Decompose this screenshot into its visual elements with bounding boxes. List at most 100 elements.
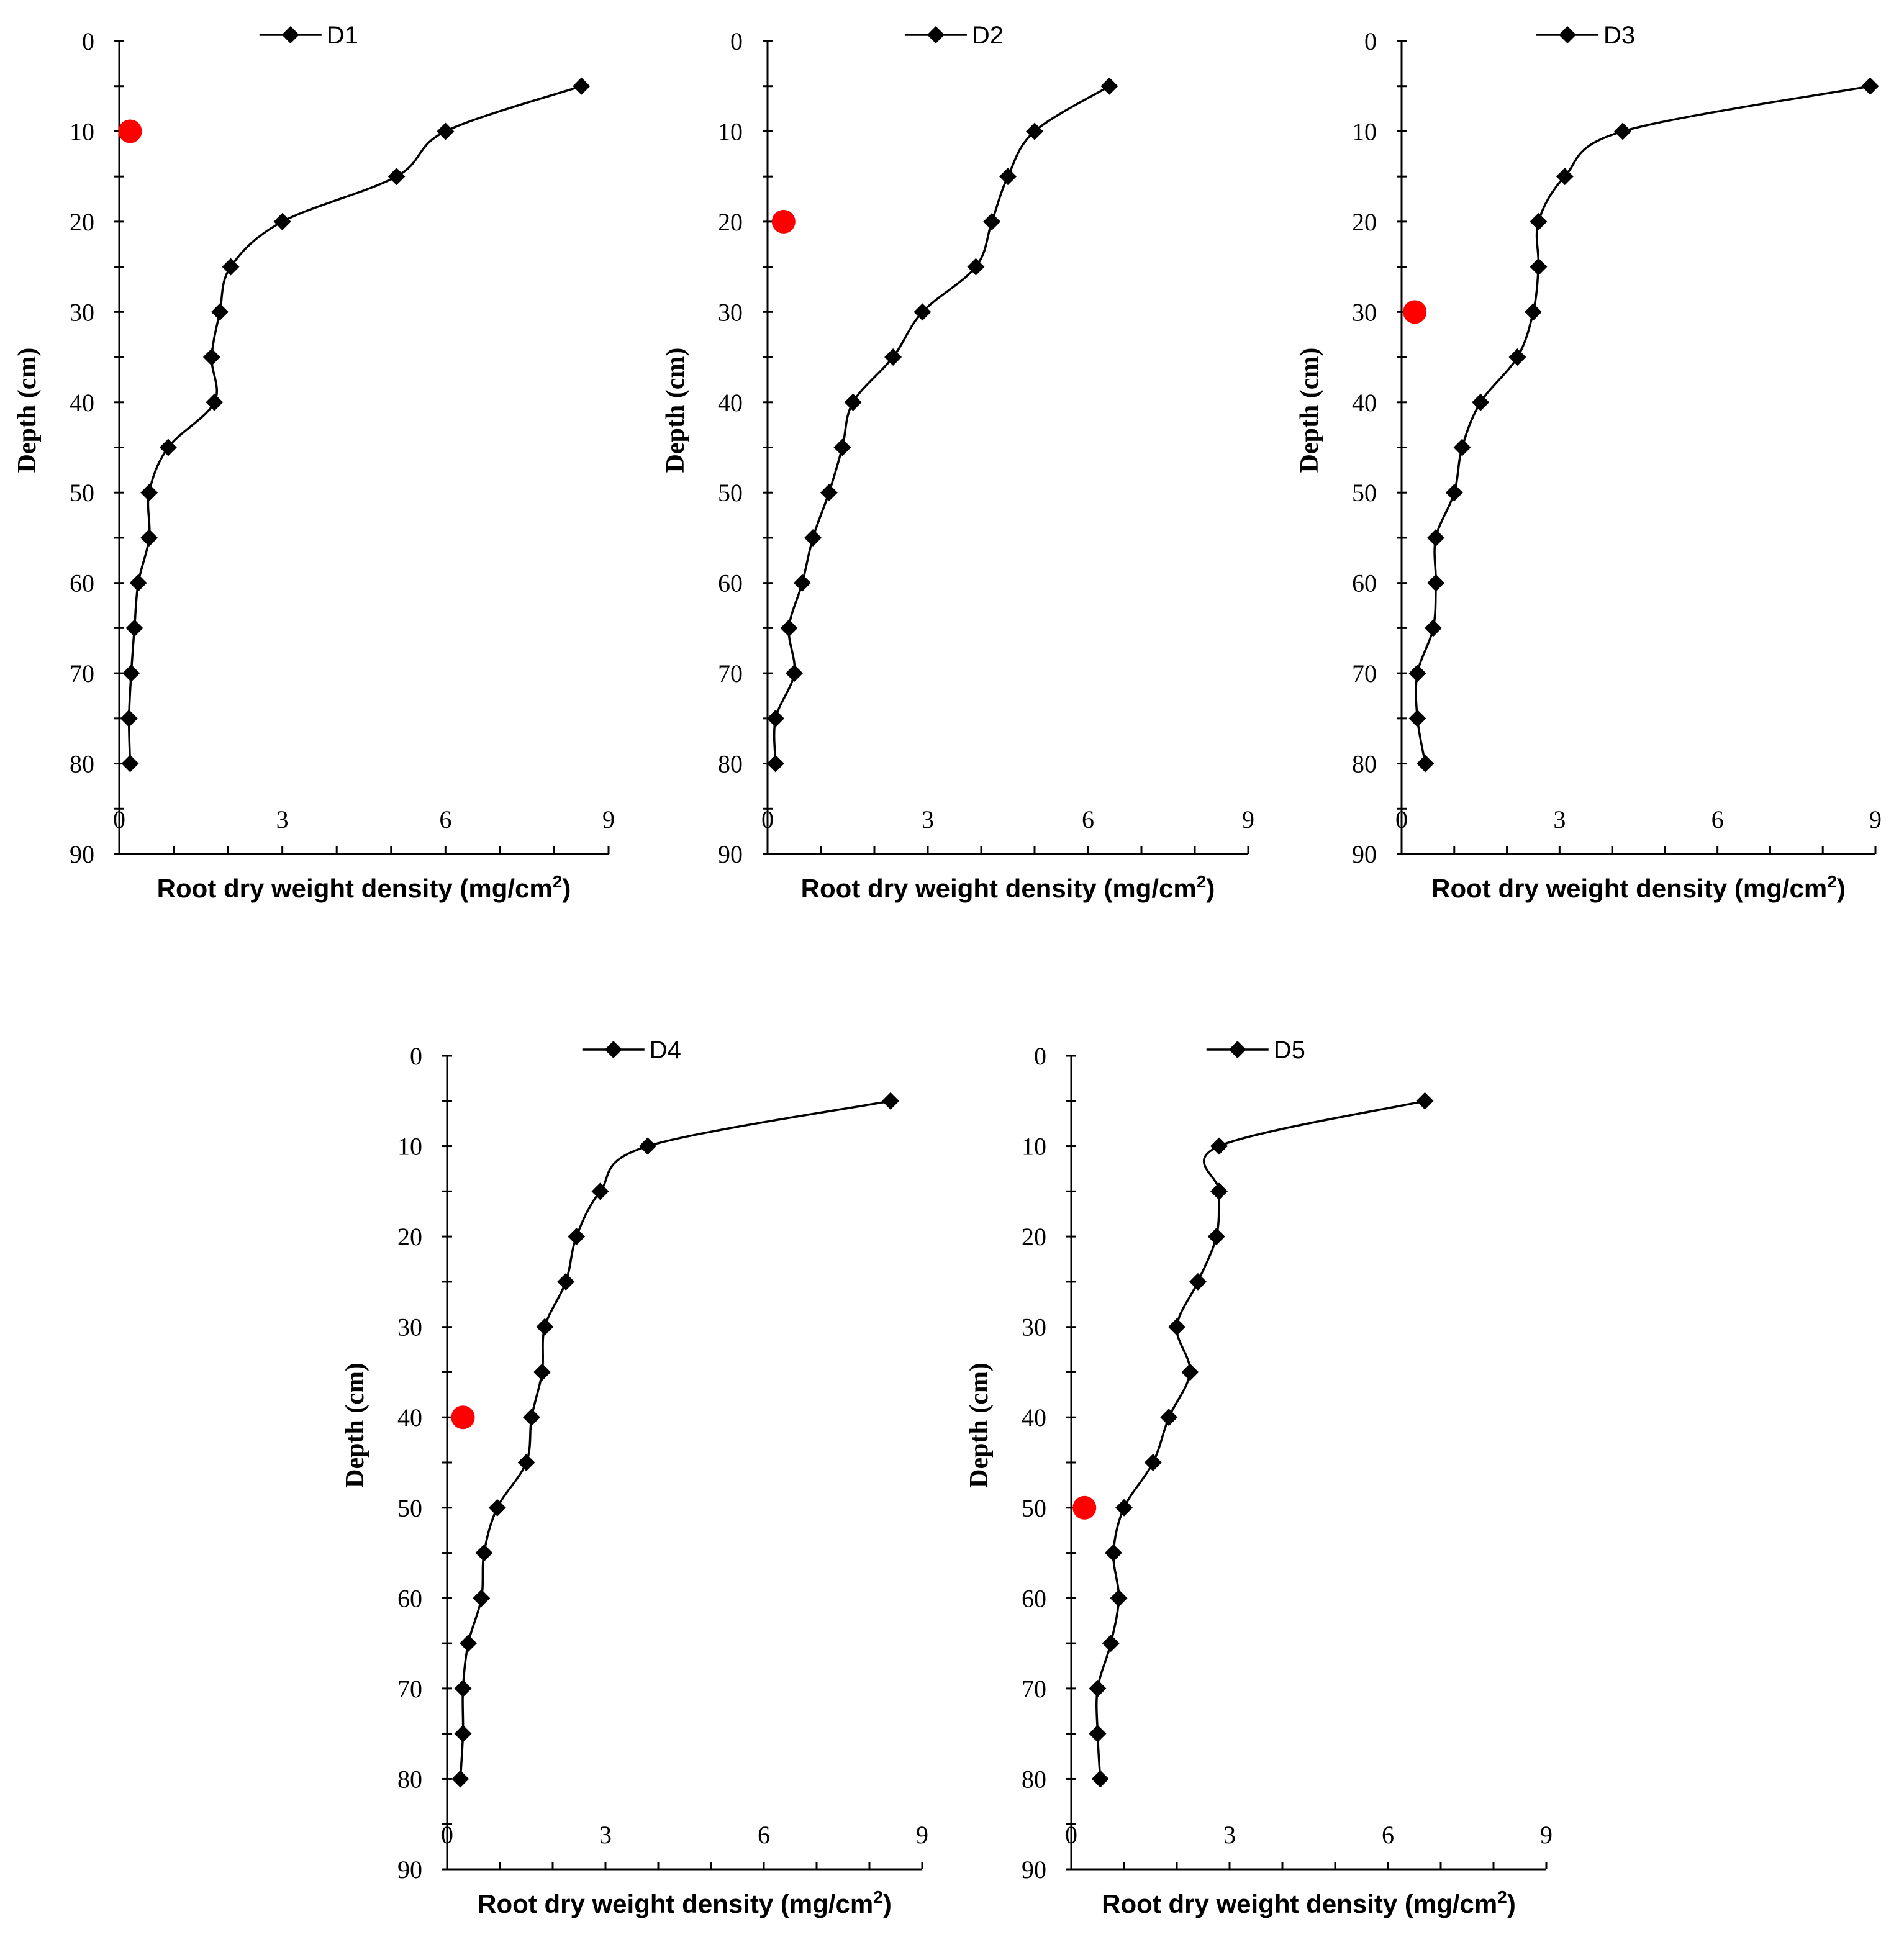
x-axis-title-sup: 2: [1497, 1887, 1507, 1907]
series-line-d3: [1415, 85, 1870, 764]
x-axis-title: Root dry weight density (mg/cm2): [157, 872, 571, 903]
legend-marker: [281, 26, 299, 43]
data-point: [884, 348, 902, 366]
highlight-point: [1403, 300, 1427, 324]
data-point: [1416, 1092, 1434, 1110]
x-axis-title-sup: 2: [873, 1887, 883, 1907]
data-point: [273, 212, 291, 230]
data-point: [639, 1137, 656, 1155]
data-point: [1160, 1409, 1178, 1427]
x-axis-title-text: Root dry weight density (mg/cm: [1102, 1889, 1497, 1918]
y-tick-label: 0: [82, 27, 94, 55]
y-tick-label: 50: [718, 479, 743, 507]
data-point: [786, 665, 803, 683]
x-axis-title: Root dry weight density (mg/cm2): [801, 872, 1215, 903]
data-point: [1189, 1272, 1207, 1291]
x-axis-title-sup: 2: [1827, 872, 1837, 891]
data-point: [437, 122, 455, 140]
y-tick-label: 10: [1352, 117, 1377, 145]
legend-marker: [604, 1041, 622, 1058]
data-point: [766, 755, 784, 773]
y-tick-label: 70: [1022, 1675, 1046, 1703]
x-axis-title-close: ): [1507, 1889, 1516, 1918]
legend-marker: [927, 26, 945, 43]
x-tick-label: 3: [599, 1821, 612, 1849]
data-point: [473, 1589, 491, 1607]
data-point: [844, 393, 862, 411]
series-line-d4: [459, 1100, 891, 1779]
x-tick-label: 6: [439, 805, 451, 833]
data-point: [882, 1092, 899, 1110]
x-tick-label: 6: [1082, 805, 1094, 833]
x-tick-label: 9: [916, 1821, 928, 1849]
x-axis-title-text: Root dry weight density (mg/cm: [1431, 874, 1827, 903]
data-point: [533, 1363, 551, 1381]
highlight-point: [118, 119, 142, 143]
y-tick-label: 20: [718, 208, 743, 236]
x-tick-label: 3: [276, 805, 289, 833]
data-point: [1530, 212, 1548, 230]
y-axis-title: Depth (cm): [13, 348, 42, 473]
data-point: [1524, 303, 1542, 321]
y-tick-label: 90: [1352, 840, 1377, 868]
y-tick-label: 90: [397, 1856, 422, 1884]
y-tick-label: 70: [397, 1675, 422, 1703]
data-point: [1210, 1137, 1228, 1155]
data-point: [1861, 77, 1879, 95]
data-point: [159, 438, 177, 456]
data-point: [820, 484, 838, 502]
data-point: [1181, 1363, 1199, 1381]
x-tick-label: 3: [922, 805, 934, 833]
data-point: [122, 665, 140, 683]
y-tick-label: 60: [1022, 1584, 1046, 1612]
y-tick-label: 10: [1022, 1133, 1046, 1161]
x-axis-title-text: Root dry weight density (mg/cm: [478, 1889, 873, 1918]
y-tick-label: 30: [397, 1313, 422, 1341]
legend-marker: [1228, 1041, 1246, 1058]
highlight-point: [1072, 1495, 1097, 1520]
data-point: [523, 1409, 540, 1427]
y-tick-label: 90: [718, 840, 743, 868]
y-axis-title: Depth (cm): [661, 348, 690, 473]
highlight-point: [451, 1405, 475, 1430]
y-tick-label: 80: [718, 750, 743, 778]
data-point: [804, 528, 822, 547]
y-tick-label: 60: [70, 569, 94, 597]
data-point: [1089, 1725, 1107, 1743]
data-point: [1408, 665, 1426, 683]
data-point: [1427, 574, 1445, 592]
data-point: [793, 574, 811, 592]
y-tick-label: 0: [1034, 1042, 1046, 1070]
x-tick-label: 6: [1711, 805, 1724, 833]
y-tick-label: 20: [70, 208, 94, 236]
data-point: [488, 1499, 506, 1517]
data-point: [1472, 393, 1490, 411]
data-point: [766, 709, 784, 727]
data-point: [1026, 122, 1043, 140]
y-tick-label: 60: [1352, 569, 1377, 597]
y-tick-label: 70: [70, 660, 94, 687]
y-tick-label: 90: [1022, 1856, 1046, 1884]
panel-d2: 0 10 20 30 40 50 60 70 80 90 0 3 6 9 Root dry weight d…: [661, 22, 1254, 903]
y-tick-label: 20: [1352, 208, 1377, 236]
data-point: [1508, 348, 1526, 366]
data-point: [591, 1182, 609, 1200]
y-tick-label: 10: [70, 117, 94, 145]
x-tick-label: 0: [1065, 1821, 1077, 1849]
data-point: [1110, 1589, 1128, 1607]
x-axis-title-sup: 2: [553, 872, 563, 891]
data-point: [202, 348, 220, 366]
data-point: [967, 258, 985, 276]
legend-label: D4: [650, 1037, 681, 1064]
data-point: [1556, 168, 1574, 186]
data-point: [999, 168, 1017, 186]
data-point: [1168, 1318, 1185, 1336]
data-point: [454, 1725, 472, 1743]
data-point: [120, 709, 138, 727]
y-tick-label: 30: [70, 298, 94, 326]
data-point: [125, 619, 143, 637]
y-tick-label: 40: [397, 1404, 422, 1431]
y-tick-label: 70: [718, 660, 743, 687]
data-point: [1207, 1228, 1225, 1246]
